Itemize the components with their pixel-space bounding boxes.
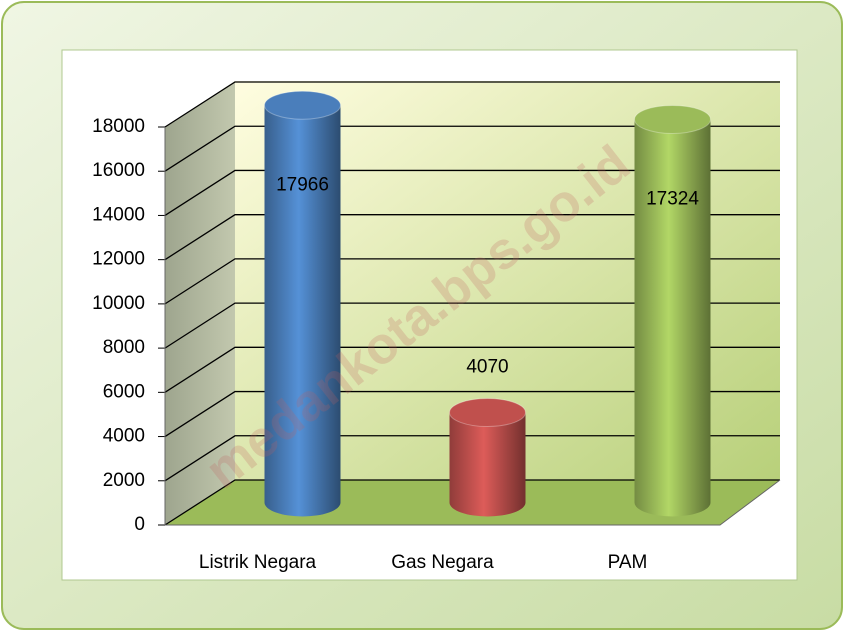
x-tick-label: Gas Negara [391, 552, 494, 573]
cylinder [634, 104, 711, 517]
y-tick-label: 0 [134, 514, 145, 535]
grid-line [164, 302, 780, 349]
data-label: 17324 [646, 188, 699, 209]
grid-line [164, 169, 780, 216]
grid-line [164, 214, 780, 261]
cylinder [449, 398, 526, 517]
cylinder-body [634, 119, 711, 517]
grid-line [164, 435, 780, 482]
grid-line [164, 390, 780, 438]
y-tick-label: 14000 [92, 204, 145, 225]
cylinder-body [449, 412, 526, 517]
cylinder-body [264, 105, 341, 517]
data-label: 4070 [466, 357, 508, 378]
x-tick-label: PAM [608, 552, 648, 573]
y-tick-label: 18000 [92, 116, 145, 137]
cylinder [264, 90, 341, 517]
grid-line [164, 81, 780, 128]
y-tick-label: 6000 [103, 381, 145, 402]
y-tick-label: 12000 [92, 249, 145, 270]
x-axis [165, 479, 781, 526]
y-tick-label: 10000 [92, 293, 145, 314]
cylinder-top [449, 398, 526, 428]
y-tick-label: 8000 [103, 337, 145, 358]
grid-line [164, 258, 780, 305]
x-tick-label: Listrik Negara [199, 552, 317, 573]
y-tick-label: 2000 [103, 470, 145, 491]
grid-line [164, 125, 780, 172]
side-wall [165, 81, 235, 525]
cylinder-top [264, 90, 341, 120]
grid-line [164, 479, 780, 526]
data-label: 17966 [276, 174, 329, 195]
grid-line [164, 346, 780, 393]
y-tick-label: 16000 [92, 160, 145, 181]
y-tick-label: 4000 [103, 426, 145, 447]
cylinder-top [634, 104, 711, 134]
